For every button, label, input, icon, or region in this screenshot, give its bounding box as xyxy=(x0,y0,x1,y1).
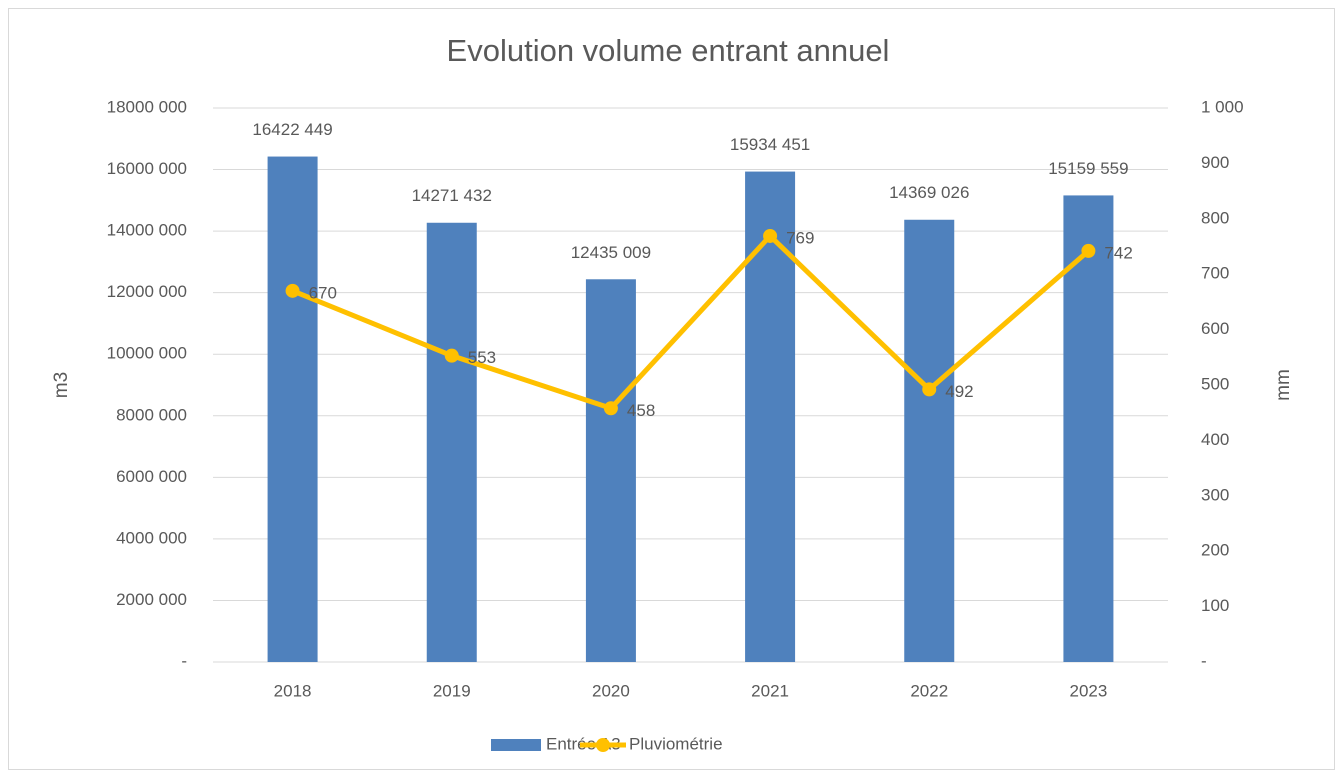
bar-value-label: 14369 026 xyxy=(889,183,969,202)
line-marker xyxy=(603,401,618,416)
bar-value-label: 15934 451 xyxy=(730,135,810,154)
bar-value-label: 14271 432 xyxy=(412,186,492,205)
y2-tick-label: 700 xyxy=(1201,264,1229,283)
line-value-label: 458 xyxy=(627,401,655,420)
y-tick-label: 2000 000 xyxy=(116,590,187,609)
y2-axis-label: mm xyxy=(1273,369,1294,401)
y-tick-label: 8000 000 xyxy=(116,405,187,424)
y2-tick-label: 500 xyxy=(1201,374,1229,393)
y-axis-label: m3 xyxy=(51,372,72,398)
y2-tick-label: 100 xyxy=(1201,596,1229,615)
x-tick-label: 2019 xyxy=(433,681,471,700)
legend-swatch xyxy=(491,739,541,751)
y2-tick-label: 200 xyxy=(1201,541,1229,560)
bar xyxy=(426,222,477,663)
bar xyxy=(904,219,955,663)
line-marker xyxy=(763,228,778,243)
bar xyxy=(267,156,318,662)
y-tick-label: 16000 000 xyxy=(107,159,187,178)
bar-value-label: 12435 009 xyxy=(571,243,651,262)
line-value-label: 492 xyxy=(945,382,973,401)
x-tick-label: 2020 xyxy=(592,681,630,700)
y-tick-label: 14000 000 xyxy=(107,221,187,240)
bar xyxy=(585,279,636,662)
y-tick-label: - xyxy=(181,651,187,670)
x-tick-label: 2021 xyxy=(751,681,789,700)
y2-tick-label: 1 000 xyxy=(1201,97,1244,116)
y-tick-label: 4000 000 xyxy=(116,528,187,547)
line-value-label: 553 xyxy=(468,348,496,367)
y2-tick-label: 300 xyxy=(1201,485,1229,504)
line-value-label: 769 xyxy=(786,228,814,247)
bar-value-label: 15159 559 xyxy=(1048,159,1128,178)
y2-tick-label: - xyxy=(1201,651,1207,670)
y2-tick-label: 600 xyxy=(1201,319,1229,338)
chart-border xyxy=(8,8,1335,770)
y-tick-label: 6000 000 xyxy=(116,467,187,486)
line-value-label: 670 xyxy=(309,283,337,302)
x-tick-label: 2022 xyxy=(910,681,948,700)
line-marker xyxy=(444,348,459,363)
line xyxy=(291,233,1091,411)
y-tick-label: 12000 000 xyxy=(107,282,187,301)
y-tick-label: 18000 000 xyxy=(107,97,187,116)
line-marker xyxy=(285,283,300,298)
x-tick-label: 2023 xyxy=(1070,681,1108,700)
bar xyxy=(1063,195,1114,662)
y-tick-label: 10000 000 xyxy=(107,344,187,363)
y2-tick-label: 900 xyxy=(1201,153,1229,172)
legend-swatch-marker xyxy=(596,738,610,752)
line-marker xyxy=(1081,243,1096,258)
y2-tick-label: 400 xyxy=(1201,430,1229,449)
y2-tick-label: 800 xyxy=(1201,208,1229,227)
x-tick-label: 2018 xyxy=(274,681,312,700)
chart-title: Evolution volume entrant annuel xyxy=(447,33,890,68)
line-marker xyxy=(922,382,937,397)
line-value-label: 742 xyxy=(1104,243,1132,262)
legend-label: Pluviométrie xyxy=(629,734,723,753)
bar-value-label: 16422 449 xyxy=(252,120,332,139)
